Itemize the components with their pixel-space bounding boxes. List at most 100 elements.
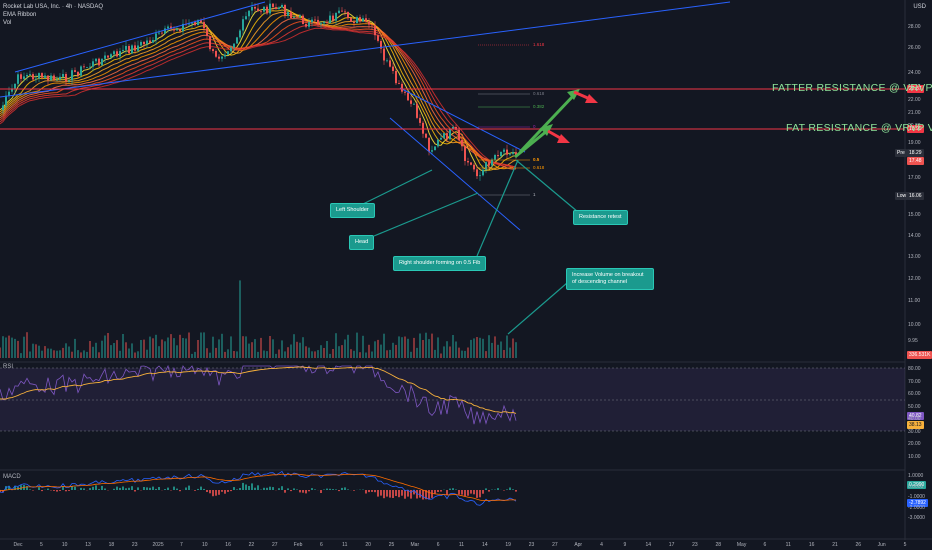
price-axis-tick: 24.00 [908,70,921,76]
macd-line-badge: -2.7892 [907,499,928,507]
last-price-badge: 17.48 [907,157,924,165]
time-axis-tick: 21 [832,542,838,548]
time-axis-tick: 22 [248,542,255,548]
descending-channel-lower[interactable] [389,117,521,231]
time-axis-tick: 18 [108,542,115,548]
rsi-pane-label[interactable]: RSI [3,364,14,370]
time-axis-tick: 23 [131,542,138,548]
time-axis-tick: Mar [410,542,420,548]
price-axis-tick: 11.00 [908,298,921,304]
rsi-axis-tick: 20.00 [908,441,921,447]
ema-ribbon-legend[interactable]: EMA Ribbon [3,12,37,18]
time-axis-tick: 23 [692,542,698,548]
price-axis-tick: 9.95 [908,338,918,344]
price-axis-tick: 14.00 [908,233,921,239]
fib-1618-label: 1.618 [533,42,545,47]
ascending-trendline-upper[interactable] [14,1,266,73]
fat-resistance-price-badge: 18.95 [907,125,924,133]
rsi-axis-tick: 10.00 [908,453,921,460]
time-axis-tick: 11 [342,542,348,548]
time-axis-tick: 16 [225,542,231,548]
macd-axis-tick: -2.0000 [908,504,925,511]
volume-badge: 336.531K [907,351,932,359]
price-axis-tick: 21.00 [908,110,921,116]
time-axis-tick: 19 [505,542,511,548]
fib-0618b-label: 0.618 [533,165,545,170]
time-axis-tick: 27 [552,542,558,548]
time-axis-tick: 14 [645,542,652,548]
time-axis-tick: 13 [85,542,91,548]
fib-05-label: 0.5 [533,157,540,162]
currency-scale-label[interactable]: USD [913,4,926,10]
time-axis-tick: 7 [180,542,183,548]
premarket-tag: Pre [895,149,907,157]
fib-0382-label: 0.382 [533,104,545,109]
macd-pane-label[interactable]: MACD [3,474,21,480]
time-axis-tick: Jun [877,542,886,548]
volume-bars [0,280,517,358]
low-price-badge: 16.06 [907,192,924,200]
resistance-retest-note[interactable]: Resistance retest [573,210,628,225]
fat-resistance-label[interactable]: FAT RESISTANCE @ VRVP VOL [786,122,932,134]
projection-arrows[interactable] [514,89,598,159]
fibonacci-levels[interactable] [478,44,530,196]
time-axis-tick: May [736,542,747,548]
rsi-axis-tick: 40.00 [908,416,921,422]
time-axis-tick: 11 [458,542,465,548]
time-axis-tick: Apr [574,542,583,548]
time-axis-tick: 5 [903,542,907,548]
macd-axis-tick: -1.0000 [908,494,925,500]
time-axis-tick: 6 [763,542,767,548]
rsi-ma-badge: 38.13 [907,421,924,429]
price-axis-tick: 19.00 [908,140,921,146]
rsi-axis-tick: 50.00 [908,403,921,410]
rsi-value-badge: 40.82 [907,412,924,420]
time-axis-tick: 23 [528,542,535,548]
head-note[interactable]: Head [349,235,375,250]
volume-legend[interactable]: Vol [3,20,12,26]
rsi-axis-tick: 80.00 [908,366,921,372]
price-axis-tick: 13.00 [908,254,921,260]
time-axis-tick: 6 [436,542,440,548]
price-axis-tick: 15.00 [908,212,921,218]
time-axis-tick: 10 [201,542,208,548]
left-shoulder-note[interactable]: Left Shoulder [330,203,375,218]
time-axis-tick: 20 [365,542,371,548]
price-axis-tick: 26.00 [908,45,921,51]
macd-axis-tick: 1.0000 [908,473,924,479]
rsi-lines [0,364,517,425]
right-shoulder-note[interactable]: Right shoulder forming on 0.5 Fib [393,256,487,271]
premarket-price-badge: 18.29 [907,149,924,157]
symbol-title[interactable]: Rocket Lab USA, Inc. · 4h · NASDAQ [3,4,104,10]
volume-breakout-note[interactable]: Increase Volume on breakout of descendin… [566,268,654,290]
time-axis-tick: 16 [808,542,815,548]
price-axis-tick: 17.00 [908,175,921,181]
ascending-trendline-lower[interactable] [0,1,731,98]
price-axis-tick: 28.00 [908,24,921,30]
time-axis-tick: 26 [855,542,862,548]
macd-hist-badge: 0.2990 [907,481,927,489]
price-axis-tick: 10.00 [908,322,921,328]
time-axis-tick: 28 [715,542,722,548]
rsi-axis-tick: 30.00 [908,428,921,435]
fatter-resistance-label[interactable]: FATTER RESISTANCE @ VRVP VOL [772,82,932,94]
time-axis-tick: 10 [61,542,68,548]
descending-channel-upper[interactable] [399,87,526,153]
time-axis-tick: 25 [388,542,395,548]
price-axis-tick: 12.00 [908,276,921,282]
fatter-resistance-price-badge: 22.87 [907,85,924,93]
macd-axis-tick: -3.0000 [908,515,925,521]
fib-0-label: 0 [533,124,536,129]
time-axis-tick: 17 [668,542,675,548]
price-axis-tick: 22.00 [908,97,921,103]
time-axis-tick: 9 [623,542,627,548]
time-axis-tick: 14 [482,542,488,548]
fib-1-label: 1 [533,192,536,197]
fib-0618-label: 0.618 [533,91,545,96]
time-axis-tick: Dec [13,542,23,548]
rsi-axis-tick: 70.00 [908,378,921,385]
annotation-pointers [362,159,579,335]
rsi-axis-tick: 60.00 [908,391,921,397]
time-axis-tick: 2025 [152,542,164,548]
